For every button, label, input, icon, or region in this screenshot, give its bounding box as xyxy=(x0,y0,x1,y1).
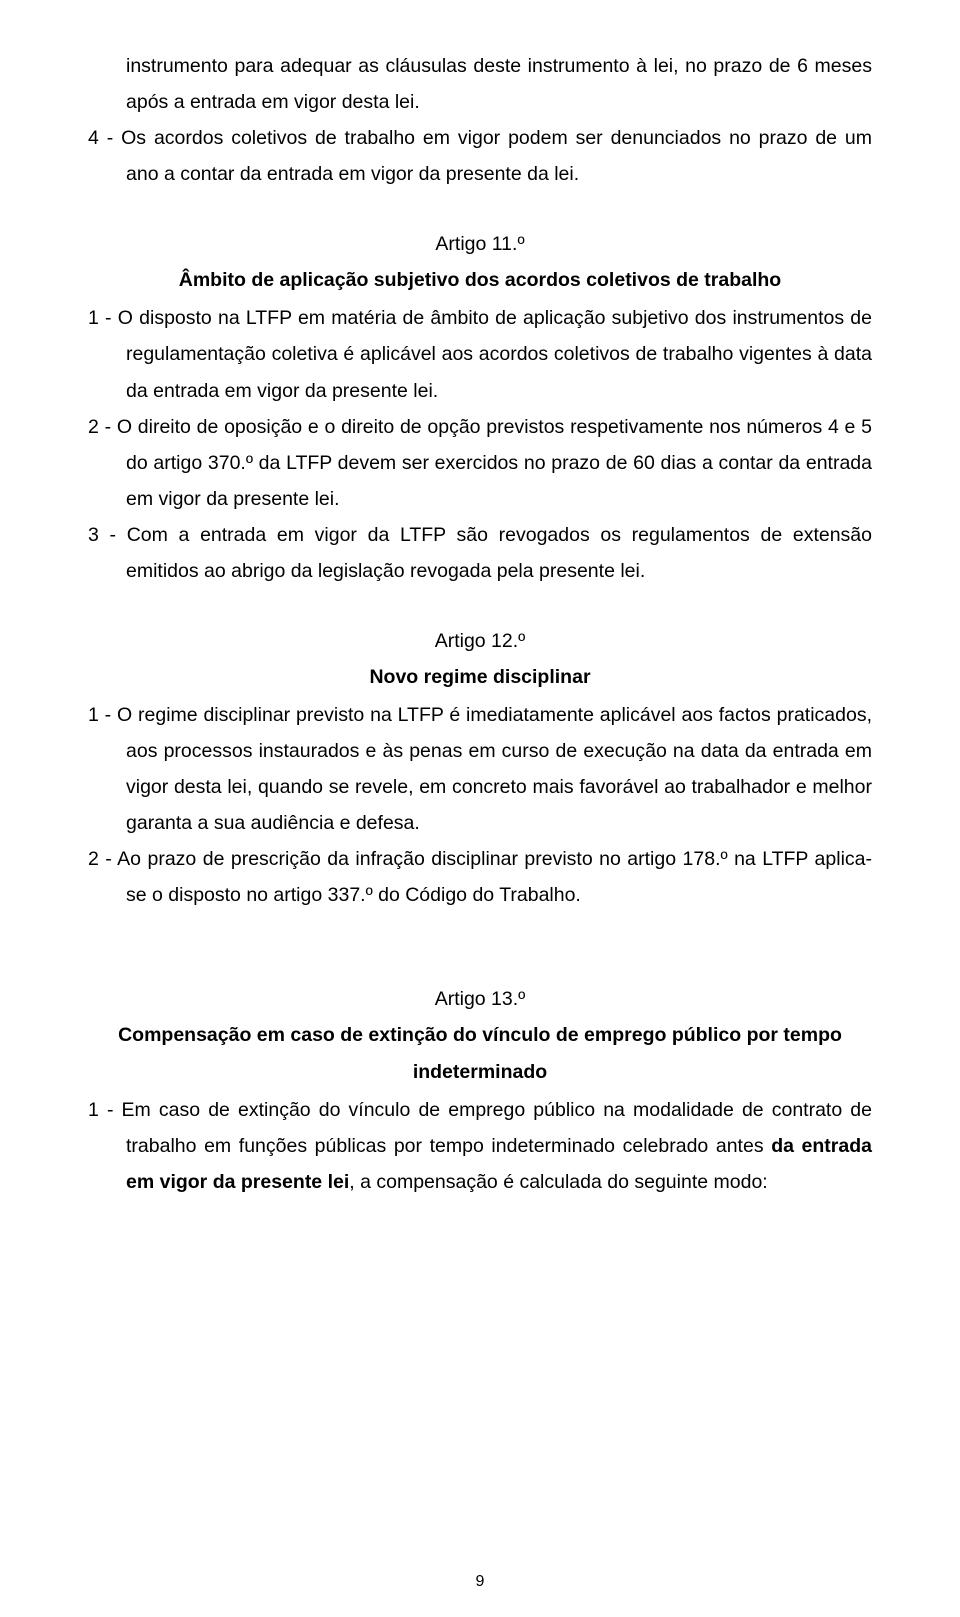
article-title: Âmbito de aplicação subjetivo dos acordo… xyxy=(88,262,872,298)
article-title: Compensação em caso de extinção do víncu… xyxy=(88,1017,872,1089)
article-item: 3 - Com a entrada em vigor da LTFP são r… xyxy=(88,517,872,589)
text-run: 1 - Em caso de extinção do vínculo de em… xyxy=(88,1099,872,1157)
article-title: Novo regime disciplinar xyxy=(88,659,872,695)
article-heading: Artigo 11.º xyxy=(88,226,872,262)
spacer xyxy=(88,947,872,981)
page-number: 9 xyxy=(0,1573,960,1591)
article-heading: Artigo 13.º xyxy=(88,981,872,1017)
article-item: 2 - Ao prazo de prescrição da infração d… xyxy=(88,841,872,913)
spacer xyxy=(88,913,872,947)
article-item: 1 - O regime disciplinar previsto na LTF… xyxy=(88,697,872,841)
article-item: 1 - Em caso de extinção do vínculo de em… xyxy=(88,1092,872,1200)
document-page: instrumento para adequar as cláusulas de… xyxy=(0,0,960,1617)
article-item: 2 - O direito de oposição e o direito de… xyxy=(88,409,872,517)
body-paragraph: 4 - Os acordos coletivos de trabalho em … xyxy=(88,120,872,192)
article-heading: Artigo 12.º xyxy=(88,623,872,659)
article-item: 1 - O disposto na LTFP em matéria de âmb… xyxy=(88,300,872,408)
text-run: , a compensação é calculada do seguinte … xyxy=(349,1171,767,1193)
spacer xyxy=(88,589,872,623)
body-paragraph: instrumento para adequar as cláusulas de… xyxy=(88,48,872,120)
